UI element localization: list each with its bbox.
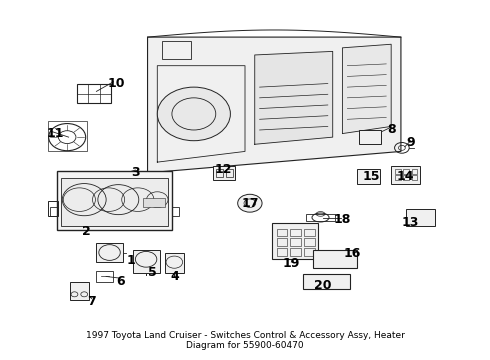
Bar [360, 130, 381, 144]
Bar [225, 169, 233, 177]
Bar [303, 274, 350, 289]
Text: 12: 12 [214, 163, 232, 176]
Bar [395, 175, 401, 180]
Text: 1997 Toyota Land Cruiser - Switches Control & Accessory Assy, Heater
Diagram for: 1997 Toyota Land Cruiser - Switches Cont… [86, 331, 404, 350]
Bar [277, 229, 288, 237]
Bar [172, 207, 179, 216]
Bar [48, 121, 87, 152]
Bar [216, 169, 223, 177]
Text: 7: 7 [87, 295, 96, 308]
Text: 2: 2 [82, 225, 91, 238]
Bar [357, 169, 380, 184]
Bar [391, 166, 420, 184]
Polygon shape [343, 44, 391, 134]
Bar [277, 248, 288, 256]
Bar [97, 271, 114, 282]
Bar [57, 171, 172, 230]
Bar [61, 178, 168, 226]
Bar [412, 169, 417, 174]
Bar [133, 249, 160, 273]
Bar [304, 248, 315, 256]
Text: 8: 8 [387, 123, 395, 136]
Bar [403, 169, 409, 174]
Text: 1: 1 [126, 254, 135, 267]
Text: 14: 14 [397, 170, 415, 183]
Bar [143, 198, 165, 207]
Text: 9: 9 [406, 136, 415, 149]
Bar [306, 214, 335, 221]
Text: 4: 4 [170, 270, 179, 283]
Bar [395, 169, 401, 174]
Text: 15: 15 [363, 170, 380, 183]
Bar [97, 243, 123, 262]
Bar [304, 229, 315, 237]
Bar [70, 282, 89, 300]
Circle shape [238, 194, 262, 212]
Bar [165, 253, 184, 273]
Bar [272, 223, 318, 258]
Bar [50, 207, 57, 216]
Text: 19: 19 [283, 257, 300, 270]
Bar [277, 238, 288, 246]
Bar [304, 238, 315, 246]
Text: 5: 5 [148, 266, 157, 279]
Bar [290, 248, 301, 256]
Text: 17: 17 [241, 197, 259, 210]
Text: 3: 3 [131, 166, 140, 179]
Circle shape [157, 87, 230, 141]
Text: 11: 11 [46, 127, 64, 140]
Bar [403, 175, 409, 180]
Text: 13: 13 [402, 216, 419, 229]
Bar [290, 229, 301, 237]
Bar [48, 202, 58, 216]
Bar [162, 41, 192, 59]
Polygon shape [255, 51, 333, 144]
Polygon shape [147, 37, 401, 173]
Bar [77, 84, 111, 103]
Bar [290, 238, 301, 246]
Text: 18: 18 [334, 213, 351, 226]
Text: 10: 10 [107, 77, 124, 90]
Text: 20: 20 [314, 279, 332, 292]
Bar [412, 175, 417, 180]
Bar [406, 208, 435, 226]
Bar [313, 249, 357, 267]
Bar [213, 166, 235, 180]
Text: 6: 6 [117, 275, 125, 288]
Text: 16: 16 [343, 247, 361, 260]
